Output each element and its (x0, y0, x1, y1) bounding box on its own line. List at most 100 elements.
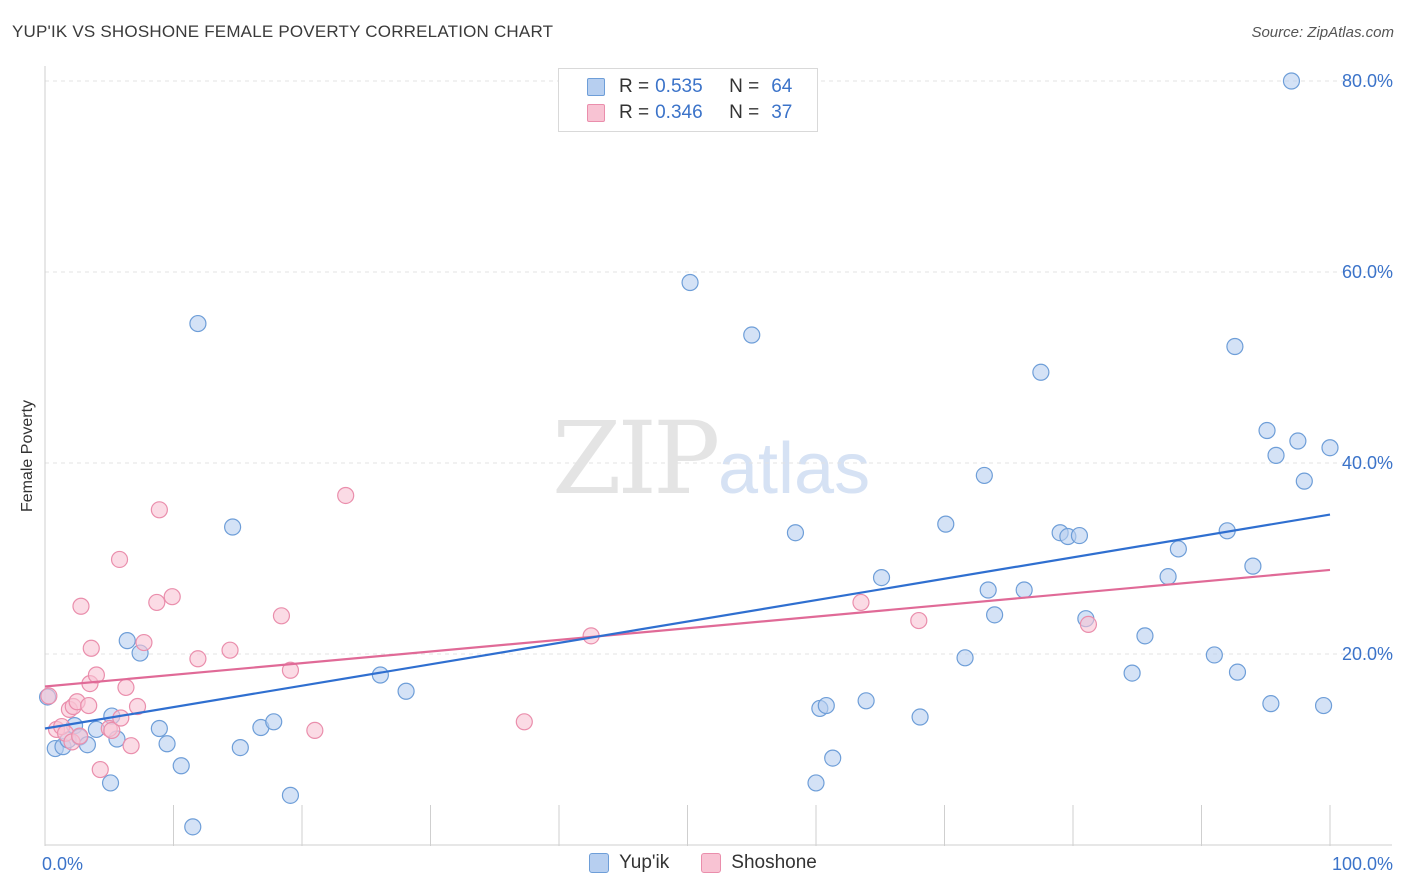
shoshone-point (306, 721, 324, 740)
shoshone-point (128, 697, 147, 716)
legend-label-yupik: Yup'ik (619, 852, 670, 873)
shoshone-swatch (701, 853, 722, 873)
n-value: 64 (771, 76, 793, 97)
yupik-point (1262, 695, 1280, 713)
x-tick-label: 0.0% (42, 854, 83, 874)
shoshone-point (122, 737, 140, 755)
n-label: N = (729, 76, 760, 97)
yupik-point (743, 326, 761, 344)
yupik-point (986, 606, 1004, 624)
stats-legend: R = 0.535 N = 64 R = 0.346 N = 37 (558, 68, 818, 132)
shoshone-point (71, 727, 89, 745)
yupik-point (1015, 581, 1033, 599)
yupik-point (1226, 337, 1244, 356)
shoshone-point (189, 650, 207, 668)
legend-label-shoshone: Shoshone (731, 852, 817, 873)
yupik-point (1159, 568, 1177, 586)
shoshone-point (337, 486, 355, 505)
shoshone-point (112, 709, 130, 727)
r-value: 0.535 (655, 76, 703, 97)
yupik-swatch (587, 78, 605, 96)
yupik-point (1295, 472, 1313, 490)
yupik-point (265, 713, 283, 731)
yupik-point (1282, 72, 1301, 90)
shoshone-point (87, 666, 106, 684)
shoshone-point (80, 696, 98, 715)
yupik-point (1136, 627, 1154, 645)
shoshone-point (221, 641, 239, 659)
yupik-point (1032, 363, 1050, 381)
shoshone-point (82, 639, 100, 657)
yupik-point (817, 696, 835, 715)
shoshone-point (281, 661, 300, 679)
yupik-point (158, 735, 176, 753)
yupik-point (1123, 664, 1141, 682)
yupik-point (979, 581, 997, 599)
yupik-point (172, 757, 190, 775)
tick-labels: 20.0% 40.0% 60.0% 80.0% 0.0% 100.0% (42, 71, 1393, 874)
yupik-point (1314, 696, 1333, 715)
shoshone-point (72, 597, 90, 615)
yupik-point (1244, 557, 1262, 575)
shoshone-points (40, 486, 1098, 779)
r-value: 0.346 (655, 102, 703, 123)
yupik-point (118, 632, 136, 650)
yupik-point (101, 774, 120, 792)
yupik-point (956, 649, 974, 667)
yupik-point (397, 682, 415, 700)
yupik-point (184, 818, 202, 836)
shoshone-point (91, 760, 109, 779)
shoshone-point (103, 721, 121, 740)
shoshone-point (272, 607, 291, 625)
n-label: N = (729, 102, 760, 123)
shoshone-point (515, 713, 533, 731)
gridlines (45, 80, 1392, 655)
yupik-points (38, 72, 1339, 836)
y-tick-label: 80.0% (1342, 71, 1393, 91)
yupik-point (1289, 432, 1307, 450)
yupik-point (1205, 646, 1223, 664)
yupik-point (937, 515, 955, 533)
shoshone-point (148, 593, 166, 612)
yupik-point (150, 719, 168, 738)
series-legend: Yup'ik Shoshone (0, 852, 1406, 874)
yupik-point (824, 749, 842, 767)
yupik-point (231, 738, 249, 757)
axes (44, 66, 1392, 846)
r-label: R = (619, 102, 650, 123)
yupik-point (975, 466, 993, 485)
shoshone-swatch (587, 104, 605, 122)
yupik-point (189, 314, 207, 333)
yupik-point (872, 568, 891, 587)
r-label: R = (619, 76, 650, 97)
source-label: Source: ZipAtlas.com (1251, 24, 1394, 41)
yupik-point (1169, 540, 1187, 558)
yupik-point (371, 666, 389, 684)
shoshone-point (150, 501, 168, 519)
x-tick-label: 100.0% (1332, 854, 1393, 874)
yupik-point (857, 692, 875, 710)
yupik-point (281, 786, 300, 804)
trend-lines (44, 513, 1331, 730)
yupik-swatch (589, 853, 610, 873)
yupik-point (911, 708, 929, 726)
shoshone-point (163, 588, 181, 606)
shoshone-point (110, 550, 129, 569)
shoshone-trend-line (44, 568, 1331, 688)
yupik-point (681, 273, 699, 292)
yupik-point (1321, 439, 1339, 457)
n-value: 37 (771, 102, 793, 123)
shoshone-point (117, 678, 135, 697)
yupik-point (224, 518, 242, 536)
shoshone-point (40, 687, 58, 705)
shoshone-point (910, 611, 928, 630)
yupik-point (1228, 663, 1247, 681)
legend-row-shoshone: R = 0.346 N = 37 (587, 101, 792, 125)
yupik-point (1070, 526, 1089, 545)
y-tick-label: 40.0% (1342, 453, 1393, 473)
watermark-zip: ZIP (552, 400, 720, 517)
yupik-point (1258, 421, 1276, 440)
y-tick-label: 60.0% (1342, 262, 1393, 282)
yupik-trend-line (44, 513, 1331, 730)
